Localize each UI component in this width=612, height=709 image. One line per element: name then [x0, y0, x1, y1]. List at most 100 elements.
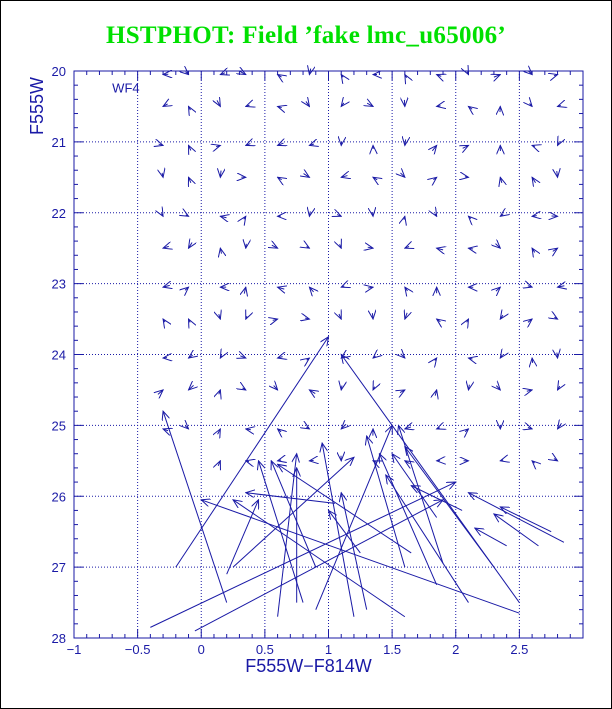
- residual-arrow: [162, 173, 163, 177]
- residual-arrow: [240, 71, 246, 74]
- chart-title: HSTPHOT: Field ’fake lmc_u65006’: [105, 22, 507, 49]
- offset-arrow: [475, 528, 507, 547]
- x-tick-label: 0.5: [256, 642, 274, 657]
- residual-arrow: [405, 427, 411, 429]
- residual-arrow: [368, 287, 373, 288]
- residual-arrow: [189, 385, 194, 390]
- offset-arrow: [233, 500, 406, 618]
- residual-arrow: [278, 177, 282, 179]
- residual-arrow: [465, 429, 468, 432]
- residual-arrow: [189, 355, 193, 358]
- offset-arrow: [201, 500, 520, 614]
- residual-arrow: [532, 216, 537, 217]
- residual-arrow: [495, 244, 500, 249]
- offset-arrow: [232, 457, 354, 568]
- y-tick-label: 21: [52, 135, 66, 150]
- y-tick-label: 23: [52, 277, 66, 292]
- residual-arrow: [468, 358, 472, 359]
- offset-arrow: [194, 500, 443, 632]
- residual-arrow: [468, 216, 470, 218]
- residual-arrow: [278, 106, 282, 107]
- residual-arrow: [309, 287, 313, 292]
- residual-arrow: [163, 246, 169, 248]
- residual-arrow: [405, 461, 410, 464]
- residual-arrow: [558, 105, 561, 106]
- y-tick-label: 20: [52, 64, 66, 79]
- residual-arrow: [528, 428, 532, 429]
- residual-arrow: [278, 357, 283, 358]
- residual-arrow: [163, 319, 165, 322]
- residual-arrow: [309, 390, 315, 394]
- residual-arrow: [554, 75, 558, 76]
- residual-arrow: [437, 75, 442, 77]
- axis-labels: −1 −0.5 0 0.5 1 1.5 2 2.5 20 21 22 23 24 25 26 27 28 F555…: [27, 64, 528, 676]
- residual-arrow: [405, 313, 407, 319]
- y-axis-label: F555W: [27, 77, 47, 135]
- residual-arrow: [189, 177, 191, 182]
- x-tick-label: 2: [452, 642, 459, 657]
- residual-arrow: [272, 245, 278, 248]
- offset-arrow: [367, 436, 406, 568]
- x-tick-label: 1: [325, 642, 332, 657]
- residual-arrow: [216, 145, 220, 146]
- offset-arrow: [322, 443, 355, 617]
- residual-arrow: [532, 177, 535, 182]
- residual-arrow: [341, 75, 343, 78]
- x-axis-label: F555W−F814W: [245, 656, 372, 676]
- residual-arrow: [220, 171, 221, 178]
- residual-arrow: [558, 423, 562, 429]
- offset-arrow: [405, 447, 495, 568]
- y-tick-label: 24: [52, 348, 66, 363]
- residual-arrow: [307, 247, 310, 249]
- x-tick-label: 0: [198, 642, 205, 657]
- residual-arrow: [404, 216, 405, 219]
- residual-arrow: [278, 143, 284, 145]
- offset-arrow: [277, 454, 297, 617]
- residual-arrow: [220, 73, 225, 75]
- residual-arrow: [405, 139, 406, 145]
- offset-arrow: [278, 464, 412, 554]
- residual-arrow: [532, 358, 533, 363]
- residual-arrow: [219, 314, 221, 319]
- offset-arrow: [411, 486, 463, 511]
- residual-arrow: [554, 317, 557, 319]
- residual-arrow: [468, 248, 473, 249]
- residual-arrow: [242, 388, 245, 390]
- residual-arrow: [306, 101, 309, 106]
- residual-arrow: [217, 100, 220, 106]
- residual-arrow: [189, 319, 191, 322]
- x-tick-label: 2.5: [510, 642, 528, 657]
- residual-arrow: [554, 459, 558, 461]
- residual-arrow: [220, 216, 226, 217]
- residual-arrow: [532, 248, 535, 252]
- residual-arrow: [528, 319, 532, 322]
- residual-arrow: [437, 319, 441, 322]
- residual-arrow: [527, 390, 532, 391]
- residual-arrow: [468, 106, 472, 109]
- y-tick-label: 25: [52, 418, 66, 433]
- residual-arrow: [373, 356, 375, 358]
- residual-arrow: [400, 173, 404, 177]
- residual-arrow: [500, 460, 503, 461]
- offset-arrow: [500, 507, 552, 533]
- offset-arrow: [494, 514, 539, 547]
- residual-arrow: [159, 144, 163, 145]
- residual-arrow: [306, 427, 309, 429]
- axes: [73, 70, 584, 639]
- residual-arrow: [246, 105, 250, 106]
- residual-arrow: [368, 247, 373, 248]
- x-tick-label: 1.5: [383, 642, 401, 657]
- residual-arrow: [463, 145, 469, 148]
- offset-arrow: [341, 493, 368, 610]
- residual-arrow: [185, 426, 188, 429]
- residual-arrow: [273, 319, 278, 320]
- residual-arrow: [432, 145, 436, 150]
- residual-arrow: [405, 75, 407, 78]
- residual-arrow: [557, 171, 558, 177]
- residual-arrow: [405, 247, 409, 249]
- residual-arrow: [553, 248, 558, 251]
- residual-arrow: [309, 144, 314, 145]
- residual-arrow: [163, 285, 170, 287]
- residual-arrow: [341, 103, 344, 107]
- offset-arrow: [226, 500, 259, 575]
